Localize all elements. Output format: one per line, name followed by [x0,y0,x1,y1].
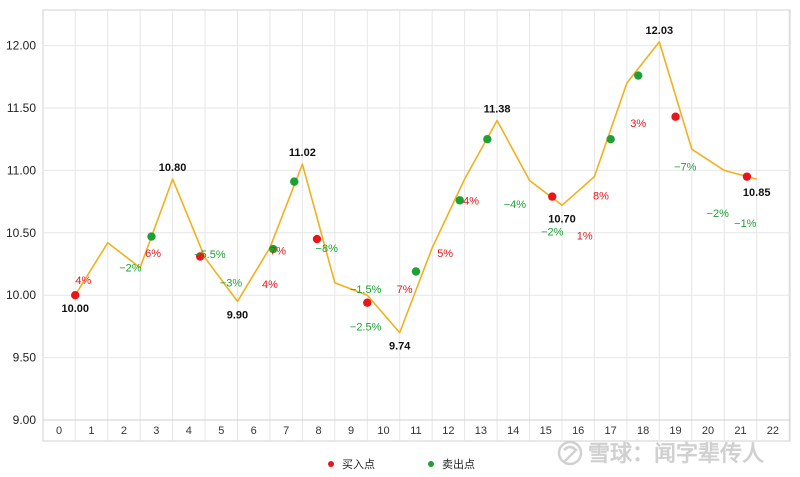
x-tick-label: 15 [540,425,552,437]
buy-point-marker [71,291,80,300]
watermark-text: 雪球：闻字辈传人 [588,441,764,466]
plot-frame [42,9,791,442]
price-value-label: 10.00 [61,303,89,315]
price-value-label: 9.74 [389,341,411,353]
sell-point-marker [411,267,421,276]
percent-change-label: −2.5% [350,321,382,333]
snowball-logo-icon [557,440,583,466]
x-tick-label: 17 [605,425,617,437]
x-tick-label: 4 [186,425,192,437]
percent-change-label: 3% [630,118,646,130]
legend-buy-marker [328,461,334,467]
axis-tick-labels: 0 1 2 3 4 5 6 7 8 9 10 11 12 13 14 15 16 17 18 19 20 21 229.00… [6,39,779,437]
percent-change-label: 7% [397,284,413,296]
x-tick-label: 19 [669,425,681,437]
percent-change-label: −2% [119,263,142,275]
price-value-label: 11.38 [484,103,511,115]
percent-change-label: 6% [145,248,161,260]
y-tick-label: 10.50 [6,226,36,240]
x-tick-label: 16 [572,425,584,437]
buy-point-marker [742,172,752,181]
y-tick-label: 11.50 [7,101,36,115]
legend-sell-marker [428,461,434,467]
percent-change-label: 5% [437,248,453,260]
x-tick-label: 13 [475,425,487,437]
buy-point-marker [312,234,322,244]
sell-point-marker [290,177,299,186]
x-tick-label: 21 [734,425,746,437]
legend-sell-label: 卖出点 [442,457,475,471]
buy-point-marker [671,112,680,121]
percent-change-label: −4% [504,199,527,211]
percent-change-label: −1% [734,218,757,230]
percent-change-label: −3% [220,278,243,290]
price-line [74,41,757,334]
buy-point-marker [548,192,557,201]
y-tick-label: 9.00 [13,413,37,427]
x-tick-label: 18 [637,425,649,437]
percent-change-label: −2% [707,208,730,220]
price-value-label: 10.85 [743,187,771,199]
trade-markers [71,71,752,307]
percent-change-label: −2% [541,227,564,239]
grid-lines [42,9,791,442]
price-value-label: 9.90 [227,309,248,321]
y-tick-label: 12.00 [6,39,36,53]
percent-change-label: −1.5% [350,284,382,296]
percent-change-label: 7% [270,245,286,257]
x-tick-label: 3 [153,425,159,437]
y-tick-label: 11.00 [7,163,36,177]
y-tick-label: 9.50 [13,351,37,365]
watermark: 雪球：闻字辈传人 [557,440,764,466]
price-value-label: 12.03 [646,25,674,37]
buy-point-marker [195,252,205,261]
sell-point-marker [606,135,615,144]
sell-point-marker [634,71,643,80]
x-tick-label: 1 [88,425,94,437]
percent-change-label: 4% [75,275,91,287]
x-tick-label: 12 [442,425,454,437]
percent-change-label: 4% [463,195,479,207]
series-line [74,41,757,334]
buy-point-marker [363,298,372,307]
x-tick-label: 2 [121,425,127,437]
price-value-label: 10.80 [159,162,187,174]
x-tick-label: 5 [218,425,224,437]
price-value-label: 11.02 [289,147,316,159]
chart-annotations: 10.00 10.80 9.90 11.02 9.74 11.38 10.70 12.03 10… [61,25,770,353]
x-tick-label: 0 [56,425,62,437]
sell-point-marker [483,135,492,144]
x-tick-label: 9 [348,425,354,437]
price-value-label: 10.70 [548,213,576,225]
percent-change-label: −8% [316,243,339,255]
y-tick-label: 10.00 [6,288,36,302]
percent-change-label: −5.5% [194,249,226,261]
x-tick-label: 6 [251,425,257,437]
x-tick-label: 11 [410,425,421,437]
sell-point-marker [147,232,156,241]
sell-point-marker [268,244,278,254]
x-tick-label: 22 [767,425,779,437]
percent-change-label: 8% [593,190,609,202]
x-tick-label: 20 [702,425,714,437]
percent-change-label: 1% [577,230,593,242]
legend-buy-label: 买入点 [342,458,375,471]
x-tick-label: 8 [316,425,322,437]
percent-change-label: −7% [674,162,697,174]
percent-change-label: 4% [262,279,278,291]
x-tick-label: 7 [283,425,289,437]
legend: 买入点 卖出点 [328,457,475,471]
sell-point-marker [455,196,464,205]
x-tick-label: 14 [507,425,519,437]
x-tick-label: 10 [377,425,389,437]
